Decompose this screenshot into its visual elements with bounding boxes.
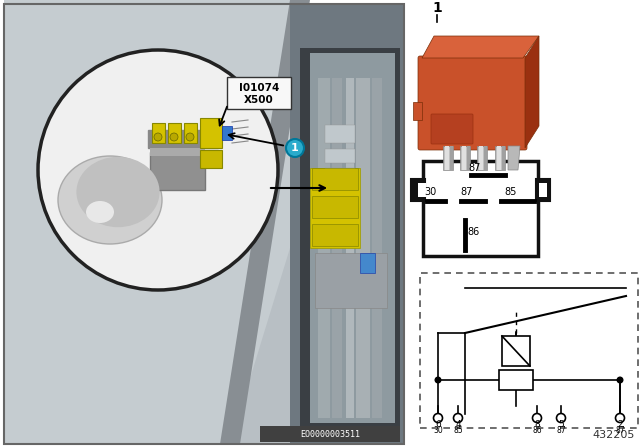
Bar <box>536 179 550 201</box>
Circle shape <box>557 414 566 422</box>
Bar <box>445 146 449 170</box>
Bar <box>200 150 222 168</box>
Bar <box>332 78 342 418</box>
Text: 5: 5 <box>558 419 564 428</box>
Bar <box>372 78 382 418</box>
Text: X500: X500 <box>244 95 274 105</box>
Text: 87: 87 <box>615 426 625 435</box>
Bar <box>502 336 530 366</box>
Bar <box>312 168 358 190</box>
Bar <box>152 123 165 143</box>
Polygon shape <box>4 0 290 444</box>
Text: EO0000003511: EO0000003511 <box>300 430 360 439</box>
Bar <box>413 102 422 120</box>
Text: 432205: 432205 <box>593 430 635 440</box>
Bar <box>423 161 538 256</box>
Bar <box>502 146 505 170</box>
Text: 8: 8 <box>534 419 540 428</box>
FancyBboxPatch shape <box>227 77 291 109</box>
Bar <box>300 48 400 428</box>
Text: 6: 6 <box>435 419 441 428</box>
Text: 86: 86 <box>468 227 480 237</box>
Bar <box>310 53 395 423</box>
Bar <box>450 146 453 170</box>
Bar <box>497 146 501 170</box>
Bar <box>346 78 354 418</box>
Bar <box>200 118 222 148</box>
Polygon shape <box>508 146 520 170</box>
Text: I01074: I01074 <box>239 83 279 93</box>
Polygon shape <box>422 36 539 58</box>
Text: 30: 30 <box>424 187 436 197</box>
Bar <box>499 370 533 390</box>
Bar <box>148 130 218 148</box>
Bar <box>443 146 453 170</box>
Circle shape <box>186 133 194 141</box>
Circle shape <box>433 414 442 422</box>
Bar <box>539 183 547 197</box>
FancyBboxPatch shape <box>418 56 527 150</box>
Bar <box>4 4 404 444</box>
Bar <box>495 146 505 170</box>
Ellipse shape <box>86 201 114 223</box>
Text: 87: 87 <box>556 426 566 435</box>
Bar <box>325 125 355 143</box>
Polygon shape <box>525 36 539 148</box>
Bar <box>260 426 400 442</box>
Bar <box>325 149 355 163</box>
Bar <box>418 183 426 197</box>
Circle shape <box>38 50 278 290</box>
Text: 2: 2 <box>617 419 623 428</box>
Bar <box>184 123 197 143</box>
Text: 4: 4 <box>455 419 461 428</box>
Text: 85: 85 <box>505 187 517 197</box>
Bar <box>312 224 358 246</box>
Bar <box>479 146 483 170</box>
Bar <box>467 146 470 170</box>
Text: 30: 30 <box>433 426 443 435</box>
Circle shape <box>170 133 178 141</box>
Bar <box>315 253 387 308</box>
Ellipse shape <box>58 156 162 244</box>
Bar <box>484 146 487 170</box>
Circle shape <box>435 377 441 383</box>
Bar <box>4 4 404 444</box>
Circle shape <box>154 133 162 141</box>
Ellipse shape <box>76 157 159 227</box>
Circle shape <box>616 414 625 422</box>
Circle shape <box>532 414 541 422</box>
Circle shape <box>286 139 304 157</box>
Bar <box>411 179 425 201</box>
Text: 1: 1 <box>432 1 442 15</box>
Bar <box>420 273 638 428</box>
Bar <box>168 123 181 143</box>
Bar <box>310 168 360 248</box>
FancyBboxPatch shape <box>431 114 473 144</box>
Bar <box>150 152 205 190</box>
Bar <box>360 253 375 273</box>
Circle shape <box>454 414 463 422</box>
Bar <box>150 148 205 156</box>
Bar <box>312 196 358 218</box>
Bar <box>477 146 487 170</box>
Bar <box>318 78 330 418</box>
Text: 85: 85 <box>453 426 463 435</box>
Bar <box>222 126 232 140</box>
Bar <box>460 146 470 170</box>
Text: 87: 87 <box>461 187 473 197</box>
Text: 1: 1 <box>291 143 299 153</box>
Bar <box>290 4 404 444</box>
Circle shape <box>617 377 623 383</box>
Polygon shape <box>220 0 310 444</box>
Bar <box>325 168 355 180</box>
Bar <box>462 146 466 170</box>
Text: 87: 87 <box>469 163 481 173</box>
Text: 86: 86 <box>532 426 542 435</box>
Bar <box>356 78 370 418</box>
